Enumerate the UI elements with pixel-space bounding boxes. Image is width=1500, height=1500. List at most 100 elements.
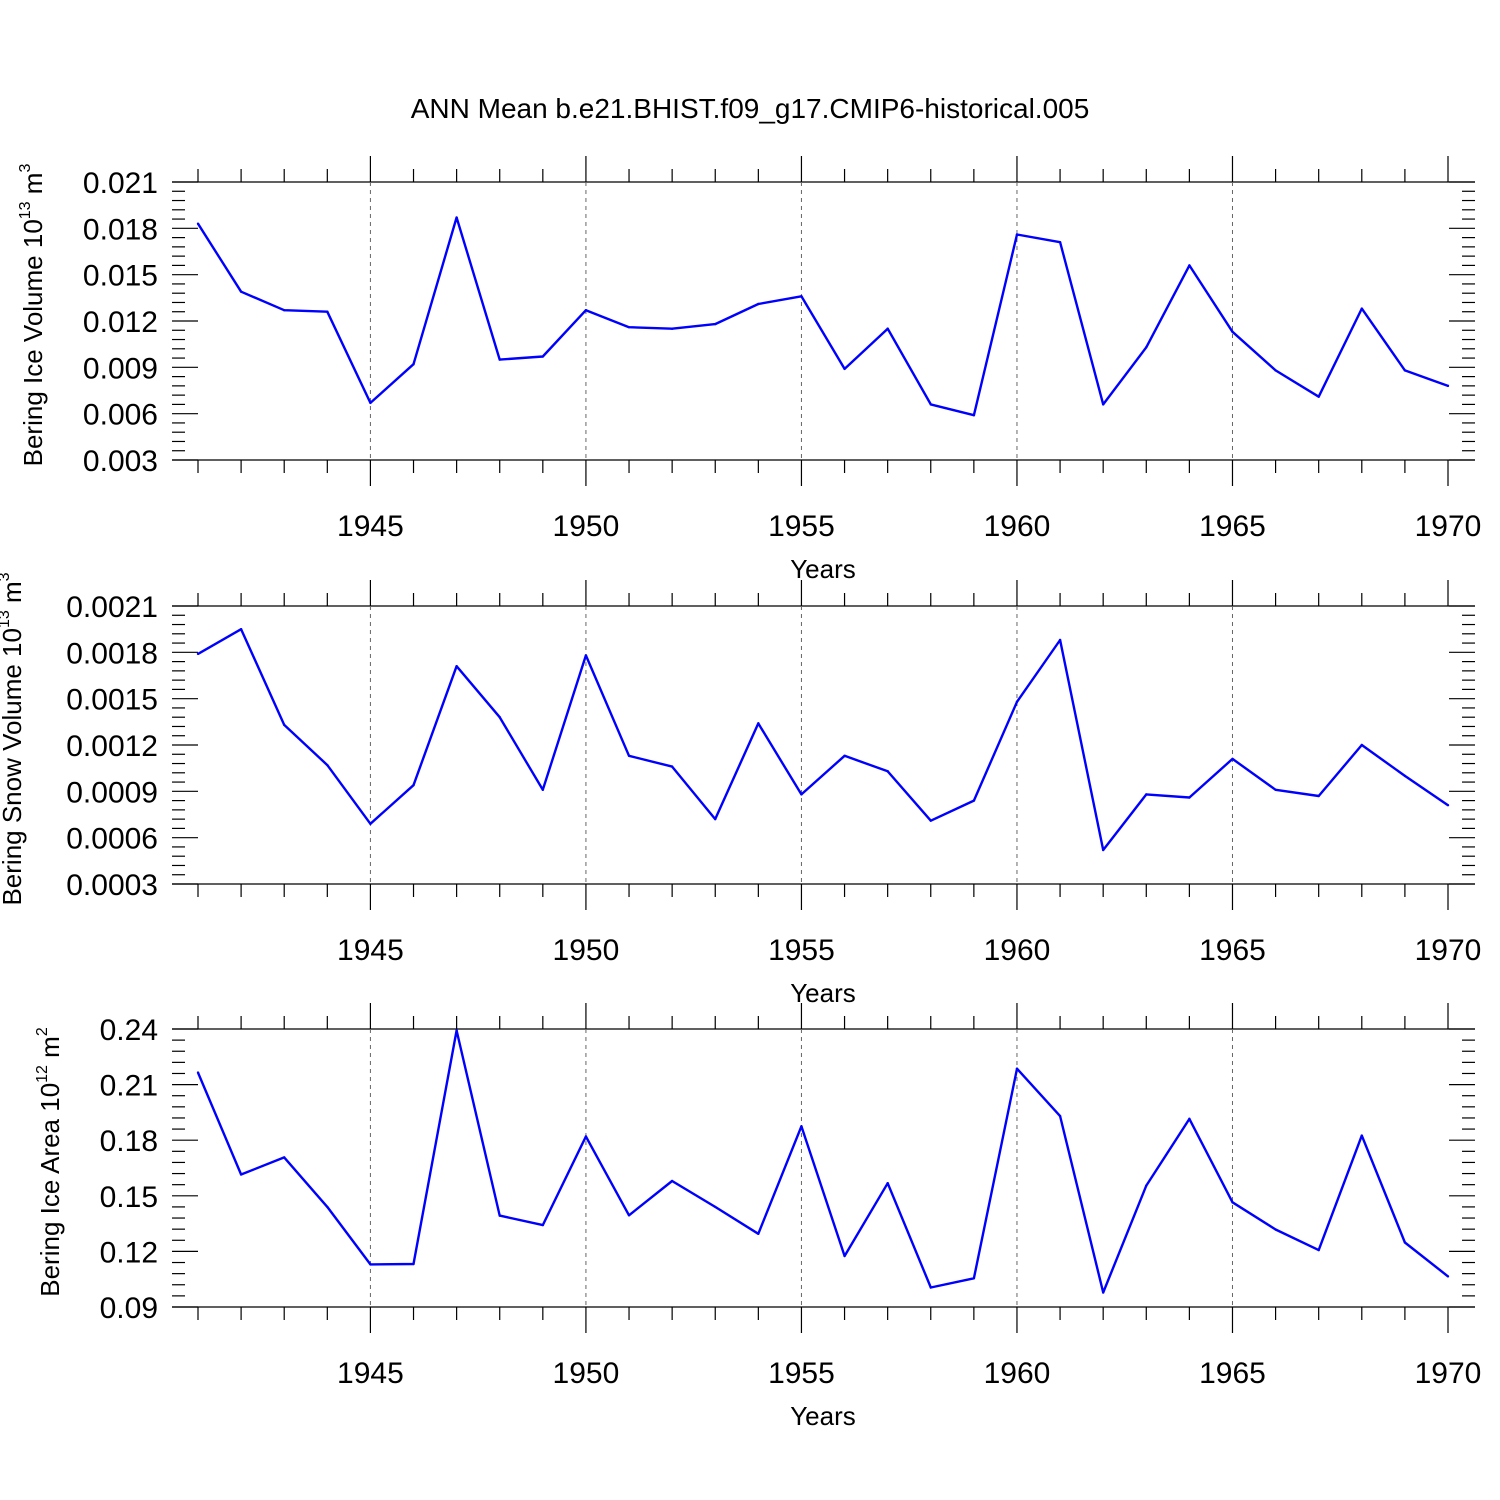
data-point — [800, 793, 803, 796]
x-tick-label: 1965 — [1199, 510, 1266, 543]
x-tick-label: 1950 — [553, 510, 620, 543]
data-point — [886, 1181, 889, 1185]
data-point — [929, 819, 932, 822]
data-point — [541, 355, 545, 358]
data-point — [326, 763, 329, 767]
data-point — [670, 327, 674, 330]
data-point — [886, 770, 889, 773]
data-point — [498, 716, 501, 719]
y-tick-label: 0.012 — [83, 306, 158, 339]
data-point — [1015, 233, 1019, 236]
x-tick-label: 1955 — [768, 1357, 835, 1390]
data-point — [670, 765, 674, 768]
data-point — [714, 1205, 717, 1209]
data-point — [455, 216, 458, 219]
y-axis-label-unit: m — [18, 173, 48, 202]
data-point — [196, 222, 200, 225]
data-point — [972, 799, 976, 802]
y-tick-label: 0.24 — [100, 1014, 158, 1047]
x-tick-label: 1960 — [984, 1357, 1051, 1390]
data-point — [369, 822, 372, 825]
y-axis-label-unit-exponent: 3 — [17, 164, 34, 173]
x-axis-label: Years — [790, 1401, 856, 1431]
data-point — [886, 327, 889, 330]
chart-panel-3: 0.09 0.12 0.15 0.18 0.21 0.24 1945 1950 1955 1960… — [34, 1003, 1481, 1431]
data-point — [1145, 793, 1148, 796]
data-point — [1274, 1228, 1277, 1231]
data-point — [1058, 638, 1062, 642]
data-point — [843, 754, 846, 758]
y-axis-label-exponent: 13 — [0, 610, 13, 628]
data-point — [757, 722, 760, 725]
data-point — [670, 1179, 674, 1183]
x-tick-label: 1950 — [553, 1357, 620, 1390]
data-point — [1188, 796, 1191, 799]
y-axis-label: Bering Ice Area 1012 m2 — [34, 1027, 65, 1297]
data-point — [196, 652, 200, 656]
data-point — [843, 1254, 846, 1258]
x-tick-label: 1970 — [1415, 510, 1482, 543]
data-point — [627, 325, 631, 329]
data-point — [972, 1277, 976, 1280]
data-point — [800, 1125, 803, 1128]
data-point — [369, 1263, 372, 1266]
x-tick-label: 1960 — [984, 934, 1051, 967]
y-tick-label: 0.0012 — [66, 730, 158, 763]
data-point — [1360, 307, 1363, 310]
y-axis-label-text: Bering Ice Area 10 — [35, 1083, 65, 1297]
data-point — [1446, 384, 1450, 388]
data-point — [1317, 1248, 1320, 1252]
data-point — [1188, 264, 1191, 267]
y-tick-label: 0.009 — [83, 352, 158, 385]
x-axis-label: Years — [790, 554, 856, 584]
data-point — [1231, 757, 1234, 761]
y-tick-label: 0.12 — [100, 1236, 158, 1269]
y-tick-label: 0.18 — [100, 1125, 158, 1158]
data-point — [541, 1223, 545, 1227]
data-point — [239, 627, 243, 631]
data-point — [584, 308, 588, 312]
data-point — [972, 414, 976, 417]
data-point — [541, 788, 545, 791]
figure-title: ANN Mean b.e21.BHIST.f09_g17.CMIP6-histo… — [411, 93, 1090, 124]
y-tick-label: 0.09 — [100, 1292, 158, 1325]
y-axis-label: Bering Snow Volume 1013 m3 — [0, 572, 27, 905]
data-point — [498, 1214, 501, 1217]
y-tick-label: 0.021 — [83, 167, 158, 200]
data-point — [455, 665, 458, 668]
data-point — [929, 403, 932, 406]
data-point — [1145, 1184, 1148, 1187]
y-axis-label-unit: m — [35, 1036, 65, 1065]
data-point — [1317, 395, 1320, 398]
y-axis-label-text: Bering Ice Volume 10 — [18, 219, 48, 466]
data-point — [369, 401, 372, 405]
y-axis-label-exponent: 12 — [34, 1065, 51, 1083]
y-axis-label-unit: m — [0, 581, 27, 610]
y-axis-label-exponent: 13 — [17, 201, 34, 219]
data-point — [757, 302, 760, 306]
x-tick-label: 1955 — [768, 510, 835, 543]
data-point — [1274, 369, 1277, 372]
series-line — [196, 1029, 1449, 1294]
data-point — [283, 1156, 286, 1159]
y-tick-label: 0.0018 — [66, 637, 158, 670]
data-point — [1101, 848, 1105, 852]
data-point — [1360, 1134, 1363, 1137]
y-tick-label: 0.003 — [83, 445, 158, 478]
y-tick-label: 0.006 — [83, 399, 158, 432]
data-point — [1446, 804, 1450, 807]
y-tick-label: 0.15 — [100, 1181, 158, 1214]
chart-panel-1: 0.003 0.006 0.009 0.012 0.015 0.018 0.021 1945 1… — [17, 156, 1481, 584]
data-point — [1231, 1201, 1234, 1204]
data-point — [283, 308, 286, 312]
x-tick-label: 1950 — [553, 934, 620, 967]
data-point — [1101, 1291, 1105, 1294]
y-axis-label: Bering Ice Volume 1013 m3 — [17, 164, 48, 467]
data-point — [1403, 1241, 1407, 1244]
data-point — [1317, 794, 1320, 798]
data-point — [1231, 330, 1234, 334]
data-point — [1274, 788, 1277, 791]
y-tick-label: 0.0021 — [66, 591, 158, 624]
data-point — [929, 1286, 932, 1289]
data-point — [239, 290, 243, 293]
